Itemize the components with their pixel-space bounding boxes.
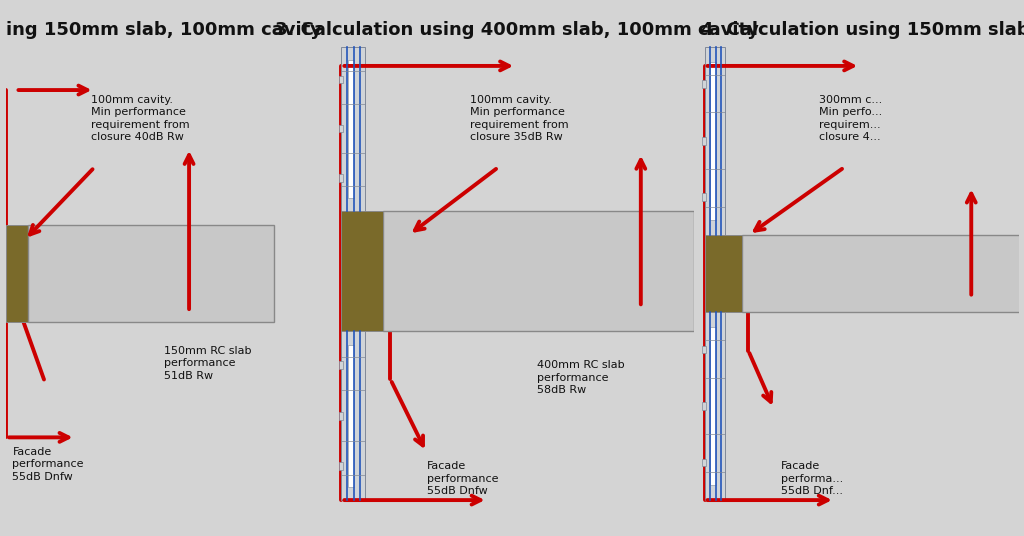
- Text: 3. Calculation using 400mm slab, 100mm cavity: 3. Calculation using 400mm slab, 100mm c…: [275, 21, 759, 40]
- Bar: [742, 235, 1024, 312]
- Text: 4. Calculation using 150mm slab: 4. Calculation using 150mm slab: [701, 21, 1024, 40]
- Text: 100mm cavity.
Min performance
requirement from
closure 40dB Rw: 100mm cavity. Min performance requiremen…: [91, 95, 189, 142]
- Bar: [702, 346, 706, 353]
- Text: Facade
performa...
55dB Dnf...: Facade performa... 55dB Dnf...: [781, 461, 843, 496]
- Bar: [702, 137, 706, 145]
- Text: 300mm c...
Min perfo...
requirem...
closure 4...: 300mm c... Min perfo... requirem... clos…: [819, 95, 882, 142]
- Text: Facade
performance
55dB Dnfw: Facade performance 55dB Dnfw: [427, 461, 499, 496]
- Bar: [29, 225, 274, 322]
- Bar: [711, 327, 716, 485]
- Text: 400mm RC slab
performance
58dB Rw: 400mm RC slab performance 58dB Rw: [538, 360, 625, 395]
- Text: ing 150mm slab, 100mm cavity: ing 150mm slab, 100mm cavity: [6, 21, 322, 40]
- Bar: [705, 47, 725, 235]
- Bar: [383, 211, 694, 331]
- Bar: [705, 235, 742, 312]
- Bar: [339, 412, 343, 420]
- Bar: [711, 62, 716, 220]
- Bar: [348, 59, 353, 198]
- Text: 150mm RC slab
performance
51dB Rw: 150mm RC slab performance 51dB Rw: [164, 346, 251, 381]
- Bar: [339, 76, 343, 83]
- Bar: [702, 402, 706, 410]
- Bar: [339, 463, 343, 470]
- Bar: [339, 174, 343, 182]
- Bar: [348, 345, 353, 487]
- Text: 100mm cavity.
Min performance
requirement from
closure 35dB Rw: 100mm cavity. Min performance requiremen…: [470, 95, 568, 142]
- Bar: [341, 211, 383, 331]
- Bar: [339, 361, 343, 369]
- Bar: [339, 125, 343, 132]
- Bar: [341, 47, 365, 211]
- Bar: [702, 80, 706, 88]
- Bar: [702, 459, 706, 466]
- Bar: [341, 331, 365, 500]
- Bar: [6, 225, 29, 322]
- Bar: [702, 193, 706, 201]
- Bar: [705, 312, 725, 500]
- Text: Facade
performance
55dB Dnfw: Facade performance 55dB Dnfw: [12, 447, 84, 482]
